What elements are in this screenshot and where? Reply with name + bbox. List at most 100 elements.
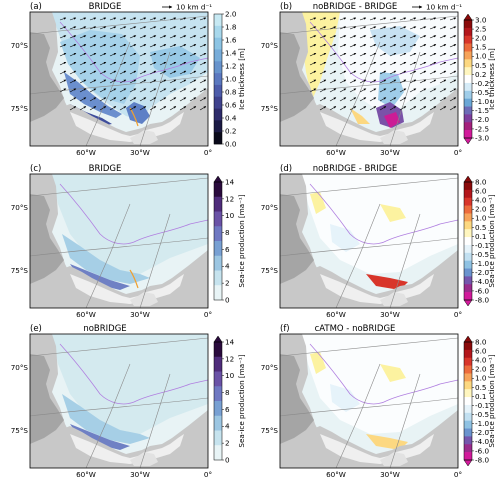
colorbar-segment [464,292,472,301]
panel-b: 10 km d⁻¹ (b) noBRIDGE - BRIDGE 70°S 75°S 60°… [261,2,496,157]
lon-label: 0° [204,310,212,319]
scale-label: 10 km d⁻¹ [426,3,462,12]
panel-e: (e) noBRIDGE 70°S 75°S 60°W 30°W 0° 14 12 10 8 6 4 2 0… [11,324,246,479]
colorbar-segment [214,96,222,109]
colorbar-segment [464,444,472,453]
lat-label: 70°S [261,203,279,212]
map-area [279,174,459,309]
colorbar-segment [464,106,472,115]
panel-title: BRIDGE [89,2,122,12]
lon-label: 30°W [380,470,400,479]
colorbar-segment [464,229,472,238]
colorbar-segment [214,120,222,133]
colorbar-tick: -1.0 [475,259,489,268]
colorbar-tick: 0.5 [475,383,486,392]
colorbar-tick: 6.0 [475,186,487,195]
colorbar-tick: 8.0 [475,337,487,346]
colorbar-segment [464,20,472,29]
colorbar-segment [214,182,222,198]
colorbar-segment [464,365,472,374]
panel-letter: (a) [30,2,42,12]
lat-label: 75°S [11,266,29,275]
lon-label: 30°W [380,148,400,157]
colorbar-tick: 0.8 [225,87,237,96]
map-area [29,334,209,469]
colorbar-tick: 0.1 [475,392,486,401]
colorbar-tick: 8.0 [475,177,487,186]
colorbar-tick: 2.0 [475,205,487,214]
colorbar: 14 12 10 8 6 4 2 0 Sea-ice production [ma⁻¹] [213,175,246,304]
lon-label: 30°W [380,310,400,319]
colorbar-segment [214,196,222,212]
lon-label: 30°W [130,470,150,479]
colorbar-tick: 2.5 [475,24,486,33]
lat-label: 70°S [11,203,29,212]
lon-label: 60°W [326,470,346,479]
map-area [279,5,459,147]
colorbar-tick: 1.8 [225,22,237,31]
colorbar-label: Ice thickness [m] [487,48,496,110]
colorbar-segment [464,221,472,230]
colorbar-segment [464,252,472,261]
lon-label: 60°W [326,148,346,157]
colorbar-segment [214,430,222,446]
colorbar-segment [214,25,222,38]
colorbar-tick: -2.0 [475,115,489,124]
colorbar-segment [464,452,472,461]
colorbar-segment [214,14,222,27]
colorbar-tick: 0 [225,295,230,304]
colorbar-segment [464,381,472,390]
colorbar-tick: 3.0 [475,15,487,24]
colorbar-tick: -0.2 [475,79,489,88]
colorbar-segment [464,428,472,437]
colorbar-segment [464,82,472,92]
panel-c: (c) BRIDGE 70°S 75°S 60°W 30°W 0° 14 12 10 8 6 4 2 0 Se… [11,164,246,319]
colorbar-segment [464,412,472,421]
colorbar-tick: -0.5 [475,88,489,97]
colorbar-tick: 12 [225,354,234,363]
colorbar-segment [214,371,222,387]
colorbar-tick: 1.0 [225,74,237,83]
lat-label: 75°S [261,266,279,275]
colorbar-segment [464,59,472,68]
lon-label: 60°W [76,148,96,157]
velocity-vectors [309,17,457,111]
colorbar-tick: -0.5 [475,250,489,259]
lon-label: 0° [454,310,462,319]
colorbar-segment [464,114,472,123]
colorbar-tick: -0.1 [475,241,489,250]
colorbar-tick: 0.1 [475,232,486,241]
panel-letter: (e) [30,324,42,334]
colorbar-segment [464,357,472,366]
colorbar-segment [464,404,472,414]
colorbar-segment [464,349,472,359]
colorbar-tick: 4 [225,262,230,271]
lon-label: 60°W [326,310,346,319]
colorbar-tick: -1.0 [475,419,489,428]
colorbar-label: Sea-ice production [ma⁻¹] [237,354,246,447]
colorbar-segment [464,276,472,285]
colorbar-segment [464,397,472,406]
colorbar-segment [464,284,472,293]
colorbar: 8.06.04.02.01.00.50.1-0.1-0.5-1.0-2.0-4.… [463,175,496,307]
colorbar-tick: 0.2 [225,126,236,135]
panel-letter: (c) [30,164,41,174]
colorbar-segment [214,445,222,461]
colorbar-tick: 8 [225,228,230,237]
map-area [279,334,459,469]
colorbar-tick: -8.0 [475,455,489,464]
colorbar-segment [464,213,472,222]
lon-label: 0° [204,470,212,479]
colorbar-tick: -4.0 [475,277,489,286]
colorbar-segment [464,98,472,107]
panel-a: 10 km d⁻¹ (a) BRIDGE 70°S 75°S 60°W 30°W 0° 2.0 1… [11,2,246,157]
colorbar-tick: -3.0 [475,133,489,142]
lon-label: 0° [454,470,462,479]
velocity-vectors [59,17,207,111]
colorbar-tick: 6 [225,405,230,414]
colorbar-tick: 12 [225,194,234,203]
colorbar-tick: -2.0 [475,428,489,437]
colorbar-segment [464,244,472,254]
